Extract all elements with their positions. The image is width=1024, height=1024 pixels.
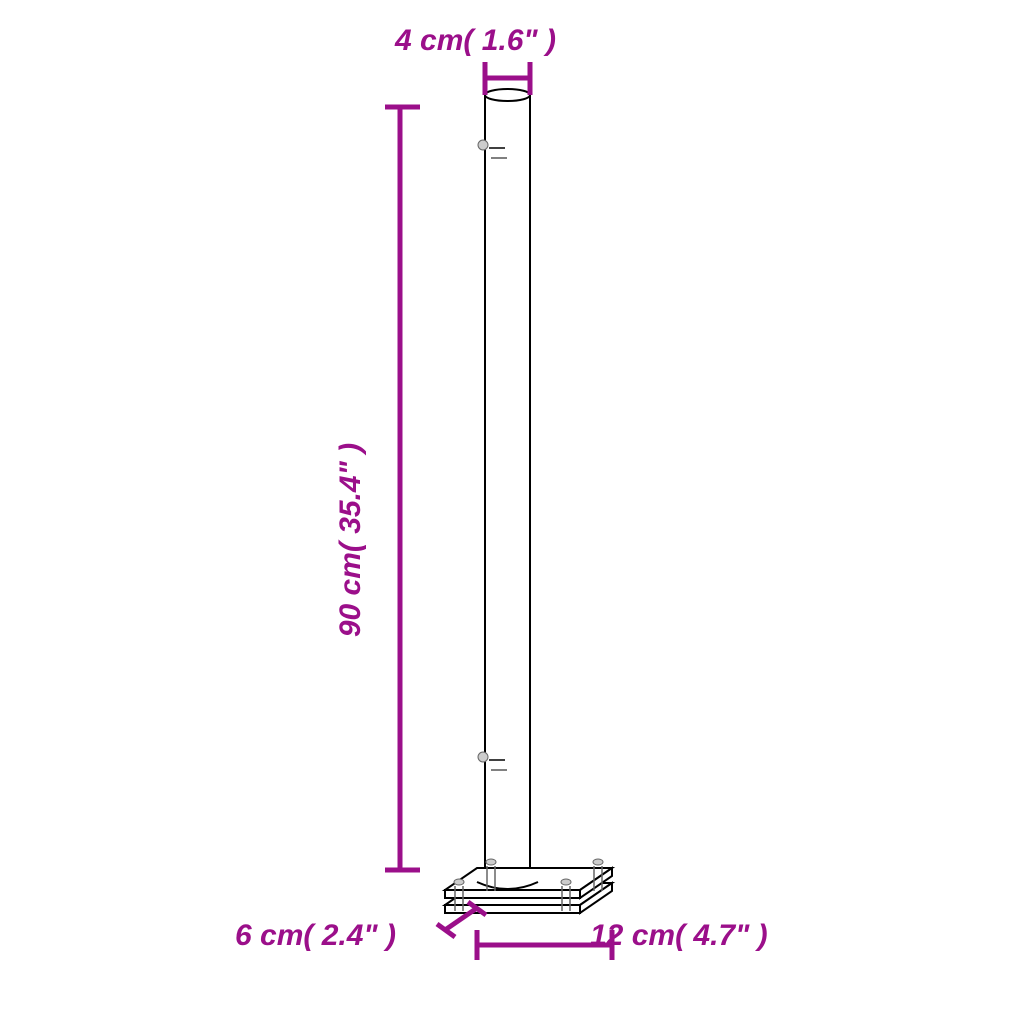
dimension-label-base_depth: 6 cm( 2.4" ) (235, 919, 396, 952)
pole-body (485, 95, 530, 890)
dimension-label-base_width: 12 cm( 4.7" ) (590, 919, 768, 952)
base-plate (445, 868, 612, 898)
pole-top-cap (485, 89, 530, 101)
dimension-label-height: 90 cm( 35.4" ) (334, 443, 367, 637)
product-drawing (445, 89, 612, 913)
dimension-label-top_width: 4 cm( 1.6" ) (394, 24, 556, 57)
